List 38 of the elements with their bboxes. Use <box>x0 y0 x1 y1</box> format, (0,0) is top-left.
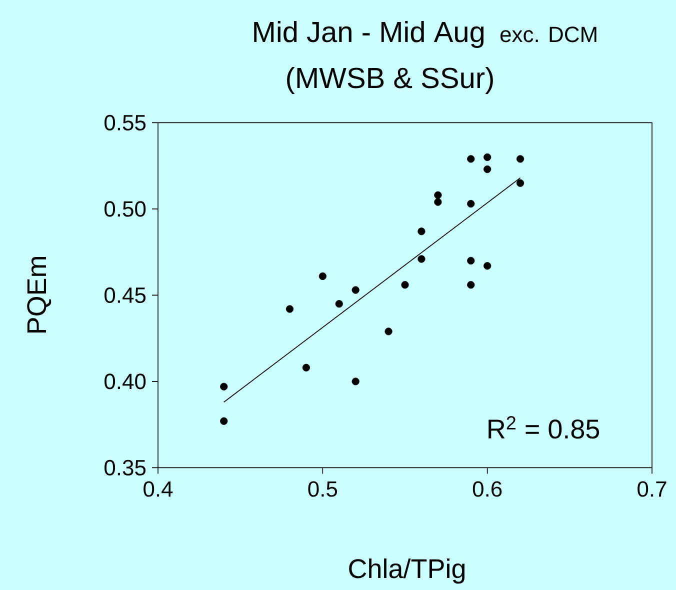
point <box>286 305 294 313</box>
y-axis-title: PQEm <box>27 257 52 333</box>
point <box>220 382 228 390</box>
annotation: R$^{2}$ = 0.85 <box>488 416 600 439</box>
point <box>484 165 492 174</box>
point <box>318 272 326 280</box>
point <box>220 417 228 425</box>
point <box>302 364 310 372</box>
point <box>467 200 475 208</box>
point <box>418 255 426 263</box>
point <box>352 378 360 386</box>
point <box>352 286 360 294</box>
point <box>467 256 475 264</box>
x-tick-label: 0.4 <box>144 481 173 497</box>
point <box>516 179 524 187</box>
point <box>335 300 343 308</box>
point <box>434 191 442 199</box>
x-tick-label: 0.7 <box>638 481 666 497</box>
point <box>467 281 475 289</box>
point <box>467 155 475 163</box>
text: (MWSB & SSur) <box>287 66 493 94</box>
x-tick-label: 0.6 <box>472 481 502 497</box>
y-tick-label: 0.50 <box>104 201 146 217</box>
chart-title: Mid Jan - Mid Aug <box>254 20 484 48</box>
point <box>418 228 426 236</box>
point <box>484 262 492 270</box>
y-tick-label: 0.35 <box>104 460 146 476</box>
point <box>401 281 409 289</box>
chart-subtitle: exc. DCM <box>500 26 596 42</box>
point <box>484 153 492 161</box>
y-tick-label: 0.45 <box>104 287 146 303</box>
x-tick-label: 0.5 <box>308 481 338 497</box>
point <box>384 328 392 336</box>
y-tick-label: 0.55 <box>104 114 146 130</box>
y-tick-label: 0.40 <box>104 374 146 390</box>
point <box>434 198 442 206</box>
x-axis-title: Chla/TPig <box>349 558 465 584</box>
point <box>516 155 524 163</box>
